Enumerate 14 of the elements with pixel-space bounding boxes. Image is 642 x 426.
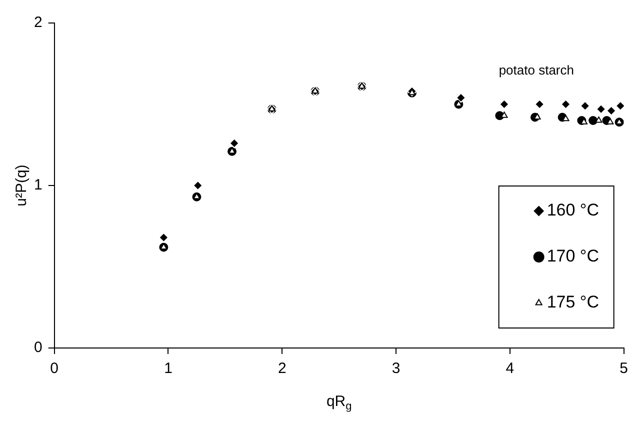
legend-label: 175 °C bbox=[546, 292, 599, 312]
x-tick-label: 4 bbox=[506, 360, 514, 378]
y-tick-label: 1 bbox=[34, 176, 42, 194]
legend-label: 160 °C bbox=[546, 200, 599, 220]
x-tick-label: 0 bbox=[50, 360, 59, 378]
y-tick-label: 0 bbox=[34, 339, 42, 356]
x-tick-label: 5 bbox=[620, 360, 628, 378]
x-tick-label: 1 bbox=[164, 360, 172, 378]
x-tick-label: 3 bbox=[392, 360, 400, 378]
y-tick-label: 2 bbox=[34, 14, 42, 32]
x-tick-label: 2 bbox=[278, 360, 286, 378]
y-axis-title: u²P(q) bbox=[13, 164, 30, 206]
annotation: potato starch bbox=[498, 62, 574, 78]
legend-label: 170 °C bbox=[546, 246, 599, 266]
